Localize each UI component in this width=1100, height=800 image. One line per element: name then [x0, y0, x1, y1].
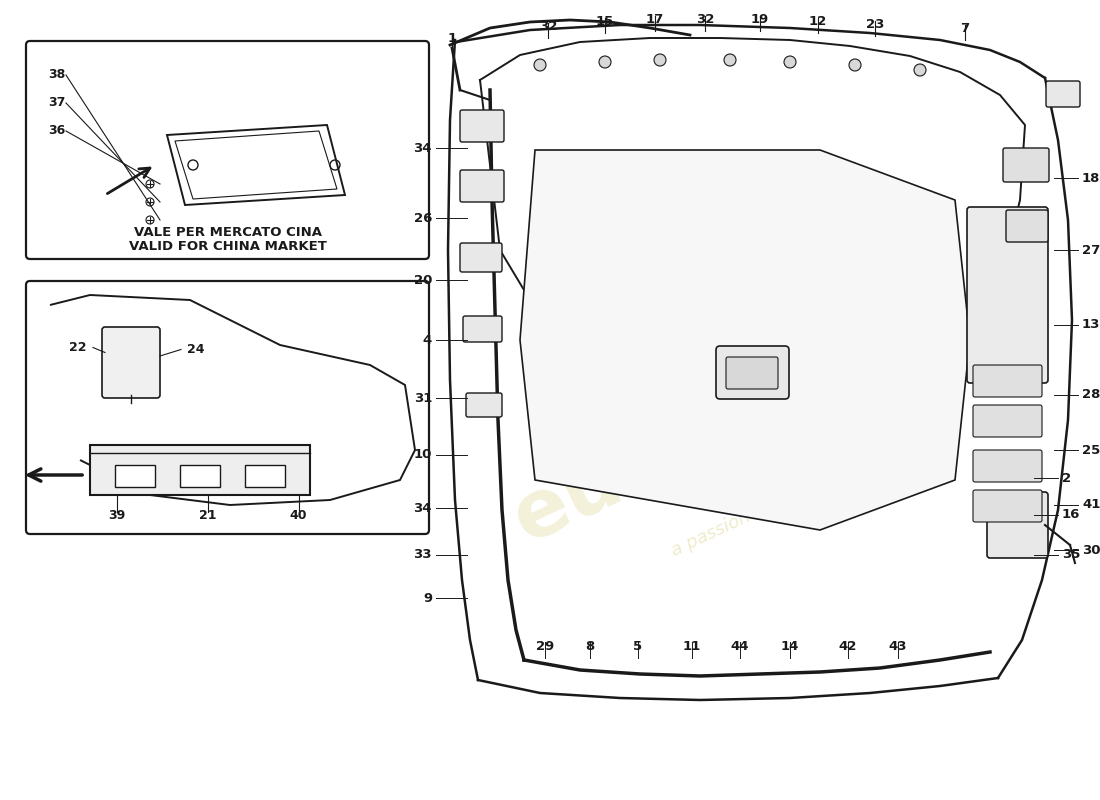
Text: 31: 31 [414, 391, 432, 405]
Text: 39: 39 [108, 509, 125, 522]
Text: 21: 21 [199, 509, 217, 522]
Text: 18: 18 [1082, 171, 1100, 185]
Text: 33: 33 [414, 549, 432, 562]
Text: 13: 13 [1082, 318, 1100, 331]
FancyBboxPatch shape [987, 492, 1048, 558]
Text: 32: 32 [539, 20, 558, 33]
Text: 5: 5 [634, 640, 642, 653]
Text: 4: 4 [422, 334, 432, 346]
FancyBboxPatch shape [1046, 81, 1080, 107]
Circle shape [534, 59, 546, 71]
Text: 34: 34 [414, 142, 432, 154]
Text: 25: 25 [1082, 443, 1100, 457]
FancyBboxPatch shape [726, 357, 778, 389]
Circle shape [784, 56, 796, 68]
Text: 27: 27 [1082, 243, 1100, 257]
Text: 37: 37 [48, 97, 65, 110]
Text: 34: 34 [414, 502, 432, 514]
Text: 38: 38 [48, 69, 65, 82]
Text: a passion for cars since 1972: a passion for cars since 1972 [669, 432, 915, 560]
FancyBboxPatch shape [460, 170, 504, 202]
Text: 35: 35 [1062, 549, 1080, 562]
FancyBboxPatch shape [974, 405, 1042, 437]
Text: 32: 32 [696, 13, 714, 26]
Circle shape [914, 64, 926, 76]
Text: 8: 8 [585, 640, 595, 653]
Bar [245, 465, 285, 487]
Text: 30: 30 [1082, 543, 1100, 557]
Bar [180, 465, 220, 487]
Text: 23: 23 [866, 18, 884, 31]
Text: eurospares: eurospares [500, 273, 996, 559]
Text: 42: 42 [839, 640, 857, 653]
Text: 20: 20 [414, 274, 432, 286]
FancyBboxPatch shape [716, 346, 789, 399]
Text: 7: 7 [960, 22, 969, 35]
FancyBboxPatch shape [26, 41, 429, 259]
FancyBboxPatch shape [463, 316, 502, 342]
Text: 17: 17 [646, 13, 664, 26]
FancyBboxPatch shape [460, 110, 504, 142]
Bar [116, 465, 155, 487]
FancyBboxPatch shape [90, 445, 310, 495]
Circle shape [724, 54, 736, 66]
Text: 1: 1 [448, 32, 456, 45]
FancyBboxPatch shape [967, 207, 1048, 383]
Text: 26: 26 [414, 211, 432, 225]
FancyBboxPatch shape [102, 327, 160, 398]
FancyBboxPatch shape [26, 281, 429, 534]
Text: 29: 29 [536, 640, 554, 653]
Text: 19: 19 [751, 13, 769, 26]
Text: 12: 12 [808, 15, 827, 28]
FancyBboxPatch shape [1003, 148, 1049, 182]
FancyBboxPatch shape [974, 365, 1042, 397]
Text: 36: 36 [48, 125, 65, 138]
Text: 44: 44 [730, 640, 749, 653]
Text: VALE PER MERCATO CINA: VALE PER MERCATO CINA [133, 226, 321, 239]
Polygon shape [520, 150, 970, 530]
Text: 2: 2 [1062, 471, 1071, 485]
Circle shape [849, 59, 861, 71]
FancyBboxPatch shape [460, 243, 502, 272]
Text: VALID FOR CHINA MARKET: VALID FOR CHINA MARKET [129, 241, 327, 254]
Text: 28: 28 [1082, 389, 1100, 402]
FancyBboxPatch shape [974, 490, 1042, 522]
FancyBboxPatch shape [466, 393, 502, 417]
Text: 24: 24 [187, 343, 205, 356]
Text: 10: 10 [414, 449, 432, 462]
Text: 43: 43 [889, 640, 908, 653]
Text: 41: 41 [1082, 498, 1100, 511]
Text: 14: 14 [781, 640, 800, 653]
FancyBboxPatch shape [1006, 210, 1048, 242]
Text: 11: 11 [683, 640, 701, 653]
Text: 9: 9 [422, 591, 432, 605]
FancyBboxPatch shape [974, 450, 1042, 482]
Text: 16: 16 [1062, 509, 1080, 522]
Circle shape [600, 56, 610, 68]
Circle shape [654, 54, 666, 66]
Text: 22: 22 [69, 341, 87, 354]
Text: 15: 15 [596, 15, 614, 28]
Text: 40: 40 [290, 509, 307, 522]
